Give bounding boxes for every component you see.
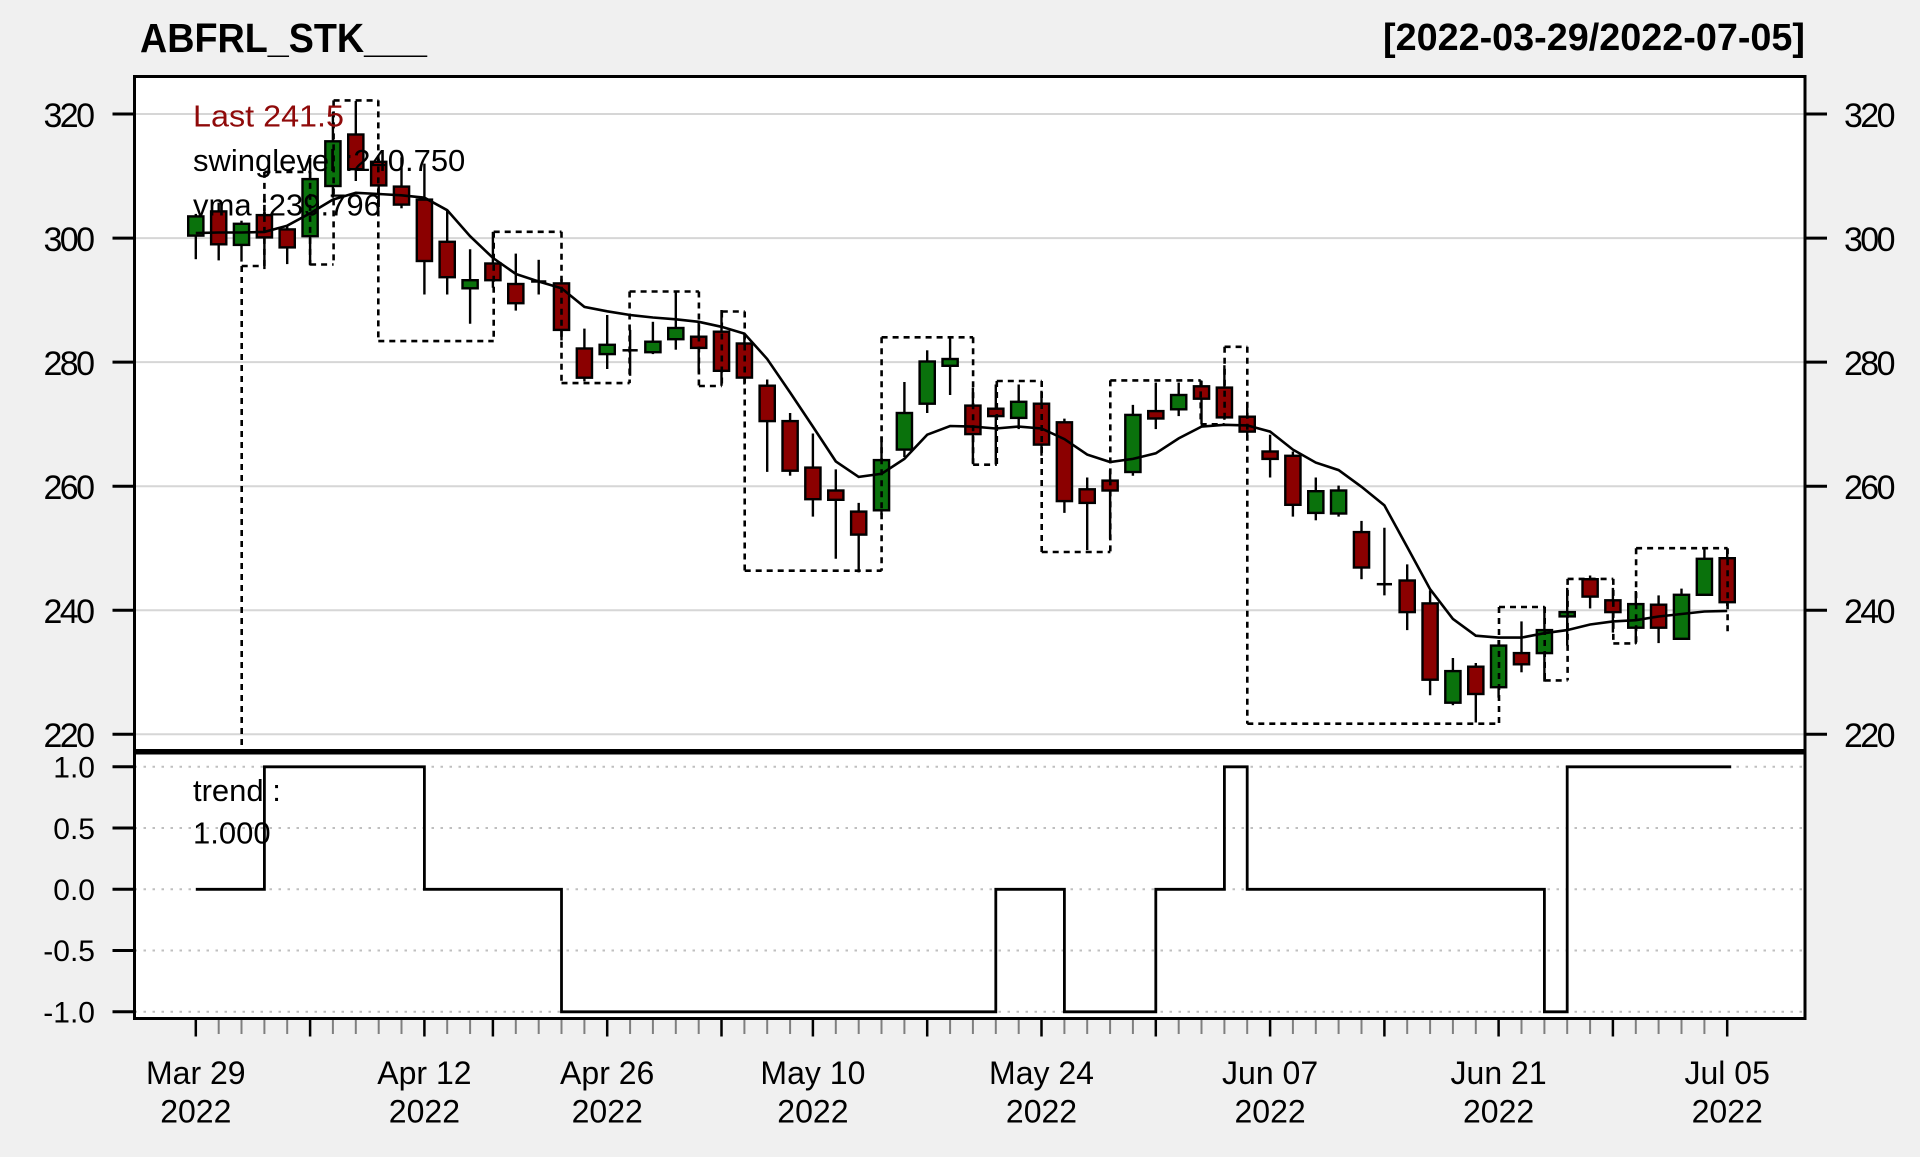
svg-text:260: 260 — [44, 469, 96, 507]
svg-text:May 24: May 24 — [989, 1055, 1094, 1091]
svg-text:0.5: 0.5 — [53, 813, 95, 846]
svg-text:Jun 21: Jun 21 — [1451, 1055, 1547, 1091]
svg-text:320: 320 — [1844, 97, 1896, 135]
svg-text:-0.5: -0.5 — [43, 935, 95, 968]
svg-text:2022: 2022 — [389, 1094, 460, 1130]
svg-text:240: 240 — [44, 593, 96, 631]
svg-text:-1.0: -1.0 — [43, 997, 95, 1030]
svg-text:2022: 2022 — [160, 1094, 231, 1130]
svg-text:300: 300 — [1844, 221, 1896, 259]
svg-text:Apr 26: Apr 26 — [560, 1055, 654, 1091]
svg-text:2022: 2022 — [777, 1094, 848, 1130]
svg-text:ABFRL_STK___: ABFRL_STK___ — [140, 15, 428, 61]
svg-text:220: 220 — [44, 717, 96, 755]
svg-text:1.000: 1.000 — [193, 816, 271, 851]
svg-text:Apr 12: Apr 12 — [377, 1055, 471, 1091]
svg-text:Jun 07: Jun 07 — [1222, 1055, 1318, 1091]
svg-text:280: 280 — [1844, 345, 1896, 383]
svg-text:Jul 05: Jul 05 — [1685, 1055, 1770, 1091]
svg-text:280: 280 — [44, 345, 96, 383]
svg-text:320: 320 — [44, 97, 96, 135]
svg-text:1.0: 1.0 — [53, 752, 95, 785]
svg-text:240: 240 — [1844, 593, 1896, 631]
svg-text:260: 260 — [1844, 469, 1896, 507]
svg-text:vma :239.796: vma :239.796 — [193, 187, 381, 222]
svg-text:2022: 2022 — [1463, 1094, 1534, 1130]
svg-text:May 10: May 10 — [760, 1055, 865, 1091]
svg-text:2022: 2022 — [1692, 1094, 1763, 1130]
svg-text:Mar 29: Mar 29 — [146, 1055, 246, 1091]
svg-text:Last 241.5: Last 241.5 — [193, 99, 344, 134]
svg-text:[2022-03-29/2022-07-05]: [2022-03-29/2022-07-05] — [1383, 17, 1805, 59]
svg-text:220: 220 — [1844, 717, 1896, 755]
svg-text:300: 300 — [44, 221, 96, 259]
svg-text:swinglevel :240.750: swinglevel :240.750 — [193, 143, 465, 178]
svg-text:trend :: trend : — [193, 773, 281, 808]
svg-text:0.0: 0.0 — [53, 874, 95, 907]
svg-text:2022: 2022 — [1006, 1094, 1077, 1130]
svg-text:2022: 2022 — [1235, 1094, 1306, 1130]
svg-text:2022: 2022 — [572, 1094, 643, 1130]
